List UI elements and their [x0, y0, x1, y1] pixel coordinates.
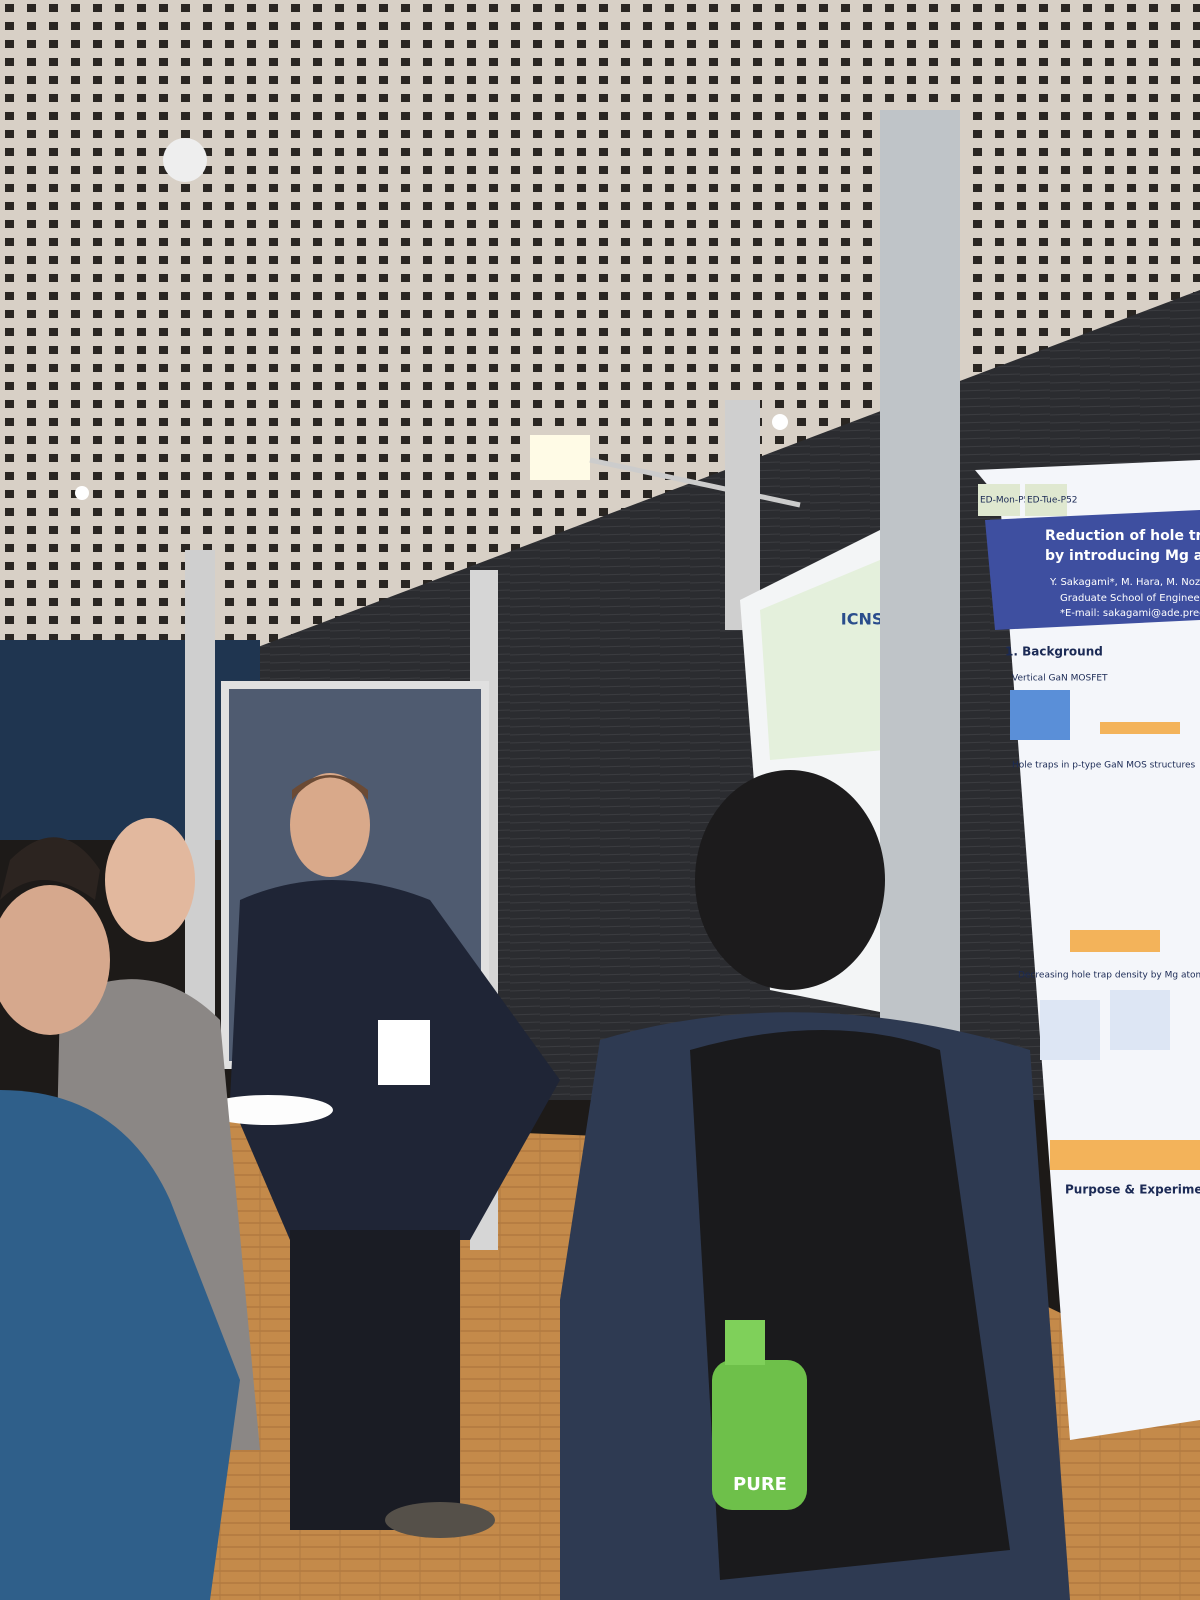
tag: ED-Mon-P52 [980, 496, 1035, 506]
email: *E-mail: sakagami@ade.prec.eng [1060, 608, 1200, 619]
pole [725, 400, 760, 630]
poster-sections: 1. Background Vertical GaN MOSFET Hole t… [1005, 645, 1200, 1197]
light [75, 486, 89, 500]
plate [203, 1095, 333, 1125]
head [0, 885, 110, 1035]
lamp-arm [589, 457, 801, 508]
section-subtitle: Decreasing hole trap density by Mg atoms [1018, 971, 1200, 981]
tag-box [978, 484, 1020, 516]
title-line: by introducing Mg atoms near SiO [1045, 548, 1200, 564]
poster-title: Reduction of hole traps in GaN M by intr… [1045, 528, 1200, 619]
light [772, 414, 788, 430]
pole [880, 110, 960, 1040]
figure [1040, 1000, 1100, 1060]
student-right: PURE [560, 770, 1070, 1600]
affiliation: Graduate School of Engineering, The U [1060, 593, 1200, 604]
shoe [385, 1502, 495, 1538]
section-subtitle: Vertical GaN MOSFET [1012, 674, 1108, 684]
left-poster-header [760, 560, 885, 760]
section-subtitle: Hole traps in p-type GaN MOS structures [1012, 761, 1196, 771]
authors: Y. Sakagami*, M. Hara, M. Nozaki, T. Kob… [1049, 577, 1200, 588]
hair [0, 837, 100, 900]
trousers [290, 1230, 460, 1530]
smoke-detector [163, 138, 207, 182]
section-title: 1. Background [1005, 645, 1103, 659]
tags: ED-Mon-P52 ED-Tue-P52 [978, 484, 1078, 516]
tag-box [1025, 484, 1067, 516]
lamp [530, 435, 590, 480]
badge [378, 1020, 430, 1085]
bottle-cap [725, 1320, 765, 1365]
figure [1110, 990, 1170, 1050]
highlight [1100, 722, 1180, 734]
figure [1010, 690, 1070, 740]
highlight [1050, 1140, 1200, 1170]
presenter [203, 773, 560, 1538]
student-left [0, 837, 240, 1600]
head [290, 773, 370, 877]
screen-area [0, 640, 260, 840]
hair [292, 775, 368, 800]
striped-shirt [0, 1090, 240, 1600]
tag: ED-Tue-P52 [1027, 496, 1078, 506]
title-line: Reduction of hole traps in GaN M [1045, 528, 1200, 544]
bottle-label: PURE [733, 1474, 787, 1495]
poster-header [985, 510, 1200, 630]
highlight [1070, 930, 1160, 952]
bottle [712, 1360, 807, 1510]
head [105, 818, 195, 942]
hair [695, 770, 885, 990]
section-title: Purpose & Experimental [1065, 1183, 1200, 1197]
